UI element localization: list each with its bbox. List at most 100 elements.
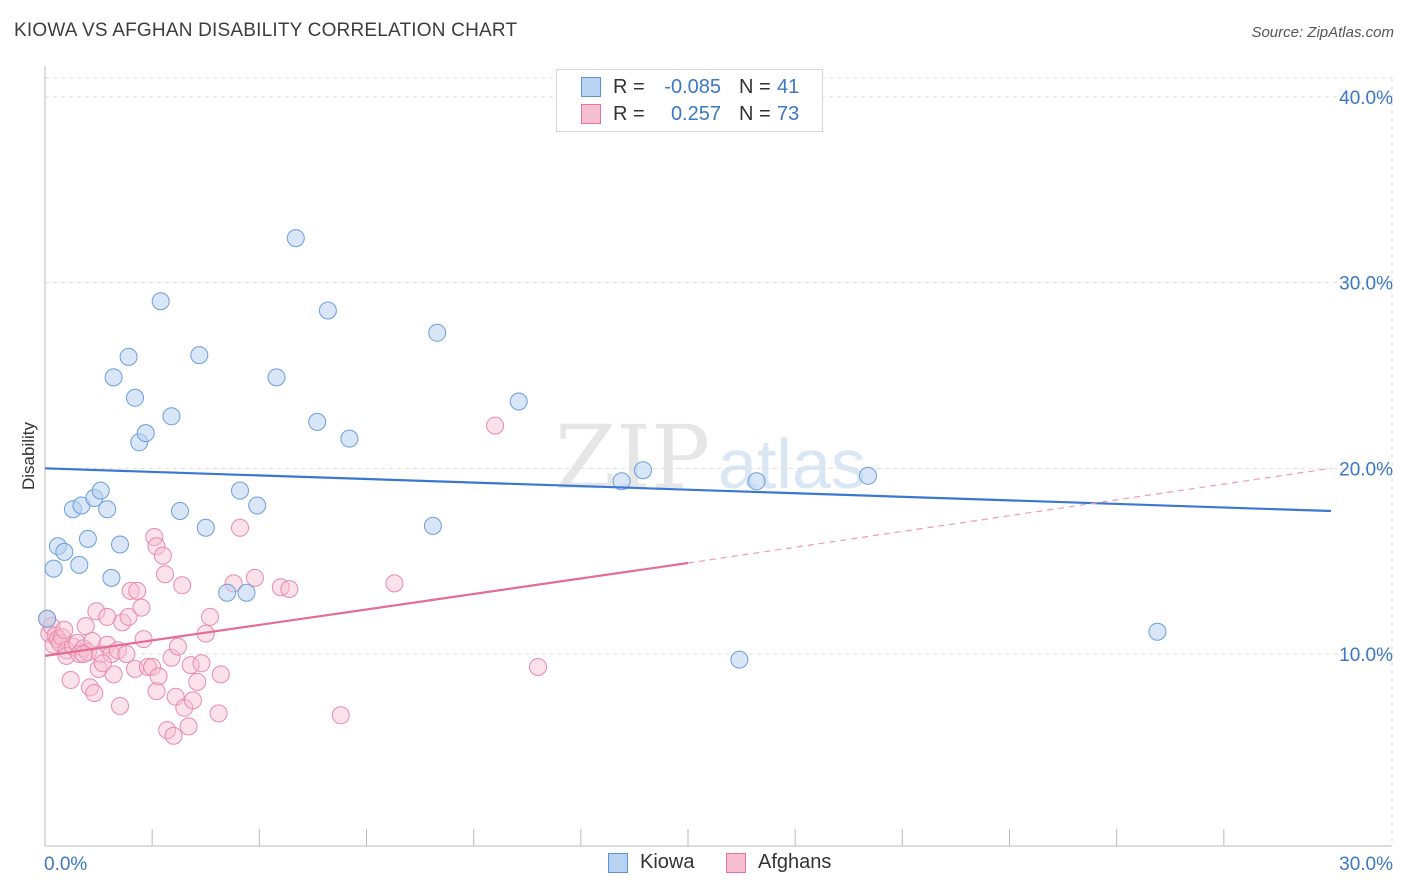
kiowa-point — [104, 368, 123, 387]
kiowa-point — [196, 518, 215, 537]
legend-item-afghans[interactable]: Afghans — [726, 851, 831, 874]
trend-lines — [44, 467, 1332, 657]
kiowa-point — [237, 583, 256, 602]
kiowa-point — [136, 424, 155, 443]
stats-row-afghans: R = 0.257 N = 73 — [557, 100, 801, 128]
kiowa-point — [218, 583, 237, 602]
afghans-point — [85, 684, 104, 702]
afghans-point — [179, 717, 198, 736]
kiowa-series — [38, 229, 1167, 669]
kiowa-point — [162, 407, 181, 426]
afghans-point — [201, 607, 219, 626]
afghans-legend-swatch — [726, 852, 746, 873]
afghans-swatch — [581, 104, 601, 124]
n-value: 41 — [777, 75, 800, 98]
kiowa-point — [119, 347, 138, 366]
afghans-point — [74, 645, 93, 663]
x-tick-label: 30.0% — [1339, 854, 1393, 875]
afghans-point — [162, 648, 181, 667]
afghans-point — [76, 617, 95, 636]
afghans-point — [280, 580, 299, 598]
r-value: 0.257 — [670, 102, 721, 125]
chart-title: KIOWA VS AFGHAN DISABILITY CORRELATION C… — [14, 20, 518, 41]
kiowa-point — [248, 496, 267, 515]
afghans-point — [164, 726, 183, 745]
y-tick-label: 20.0% — [1339, 459, 1393, 480]
kiowa-legend-label: Kiowa — [640, 851, 695, 873]
afghans-point — [231, 518, 249, 537]
y-tick-label: 30.0% — [1339, 274, 1393, 295]
legend-item-kiowa[interactable]: Kiowa — [608, 851, 694, 874]
afghans-point — [385, 574, 404, 593]
kiowa-point — [151, 292, 170, 311]
y-tick-label: 40.0% — [1339, 88, 1393, 109]
afghans-point — [529, 658, 547, 676]
afghans-point — [93, 654, 112, 673]
afghans-point — [117, 645, 136, 663]
kiowa-point — [231, 481, 249, 500]
kiowa-point — [102, 568, 121, 587]
afghans-point — [98, 607, 117, 626]
kiowa-point — [126, 388, 144, 407]
afghans-point — [153, 546, 172, 565]
kiowa-legend-swatch — [608, 852, 628, 873]
svg-text:atlas: atlas — [718, 425, 866, 503]
afghans-point — [188, 672, 207, 691]
afghans-point — [192, 654, 211, 673]
series-legend: Kiowa Afghans — [0, 851, 1406, 877]
afghans-point — [147, 682, 166, 701]
afghans-point — [147, 537, 166, 556]
kiowa-point — [78, 529, 97, 548]
afghans-point — [111, 697, 129, 715]
axes — [44, 66, 1392, 847]
kiowa-point — [70, 555, 89, 574]
kiowa-point — [171, 502, 189, 520]
source-credit: Source: ZipAtlas.com — [1251, 24, 1394, 41]
n-value: 73 — [777, 102, 800, 125]
afghans-point — [143, 658, 162, 676]
kiowa-point — [509, 392, 528, 411]
kiowa-point — [286, 229, 305, 248]
afghans-legend-label: Afghans — [758, 851, 832, 873]
r-label: R = — [613, 75, 645, 98]
afghans-point — [132, 598, 151, 617]
kiowa-point — [423, 516, 442, 535]
afghans-point — [134, 630, 153, 649]
afghans-point — [211, 665, 230, 684]
kiowa-point — [318, 301, 337, 320]
afghans-point — [156, 565, 174, 584]
n-label: N = — [739, 102, 771, 125]
afghans-point — [149, 667, 168, 686]
afghans-trend-line — [44, 561, 689, 657]
afghans-point — [55, 620, 74, 639]
y-axis-tick-labels: 10.0% 20.0% 30.0% 40.0% — [1339, 88, 1393, 666]
kiowa-point — [267, 368, 286, 387]
kiowa-point — [111, 535, 129, 554]
afghans-point — [61, 671, 80, 689]
afghans-point — [168, 637, 187, 656]
svg-text:ZIP: ZIP — [555, 406, 710, 509]
stats-legend: R = -0.085 N = 41 R = 0.257 N = 73 — [556, 69, 823, 132]
kiowa-point — [859, 466, 877, 485]
afghans-trend-extension — [687, 467, 1332, 564]
y-axis-label: Disability — [19, 421, 38, 490]
stats-row-kiowa: R = -0.085 N = 41 — [557, 73, 801, 101]
kiowa-point — [190, 346, 209, 365]
afghans-point — [209, 704, 228, 723]
afghans-point — [87, 602, 106, 621]
kiowa-point — [55, 542, 74, 561]
kiowa-point — [308, 412, 327, 431]
afghans-point — [183, 691, 202, 710]
n-label: N = — [739, 75, 771, 98]
kiowa-point — [44, 559, 63, 578]
kiowa-point — [38, 609, 57, 628]
kiowa-point — [730, 650, 749, 669]
x-axis-ticks — [151, 829, 1225, 846]
kiowa-swatch — [581, 77, 601, 97]
afghans-point — [246, 568, 264, 587]
afghans-point — [119, 607, 138, 626]
kiowa-point — [340, 429, 359, 448]
kiowa-point — [1148, 622, 1167, 641]
r-label: R = — [613, 102, 645, 125]
